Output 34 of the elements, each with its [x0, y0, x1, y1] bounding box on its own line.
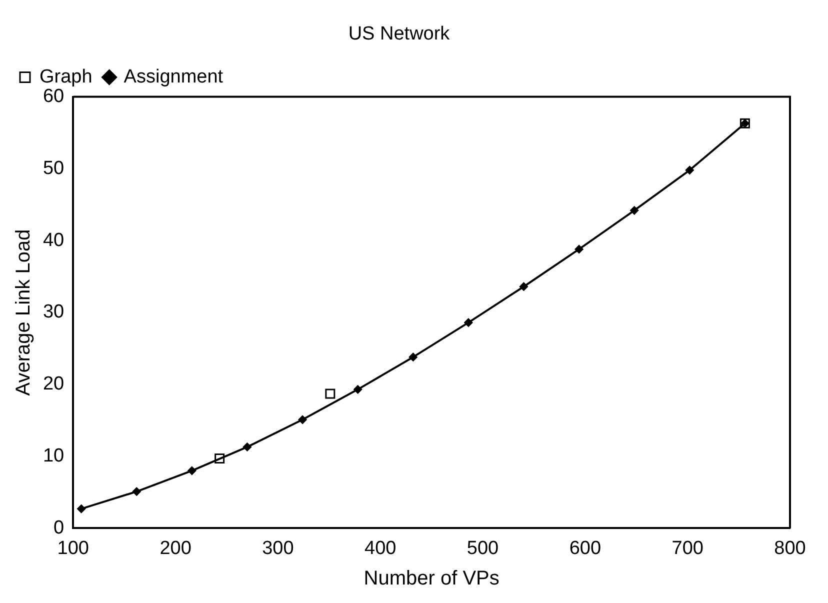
x-tick-label: 700 [672, 538, 704, 559]
y-tick-label: 50 [42, 158, 64, 179]
y-tick-label: 60 [42, 86, 64, 108]
point [188, 466, 196, 475]
y-tick-label: 40 [42, 230, 64, 251]
x-axis-title: Number of VPs [364, 568, 500, 590]
x-tick-label: 600 [569, 538, 602, 559]
point [77, 504, 86, 514]
chart-title: US Network [348, 24, 450, 45]
y-tick-label: 10 [42, 446, 64, 467]
point [214, 453, 225, 464]
point [325, 388, 336, 399]
point [132, 487, 141, 496]
x-tick-label: 800 [774, 538, 806, 559]
point [298, 415, 307, 424]
y-tick-label: 30 [42, 302, 64, 323]
x-tick-label: 100 [57, 538, 89, 559]
point [242, 442, 252, 452]
x-tick-label: 200 [160, 538, 192, 559]
x-tick-label: 400 [364, 538, 396, 559]
point [408, 352, 418, 362]
point [574, 244, 584, 254]
point [354, 385, 362, 394]
legend-label: Graph [40, 66, 92, 88]
point [630, 206, 639, 215]
y-axis-title: Average Link Load [12, 229, 35, 396]
x-tick-label: 500 [466, 538, 499, 559]
point [464, 318, 473, 327]
x-tick-label: 300 [262, 538, 294, 559]
legend-label: Assignment [124, 66, 224, 88]
y-tick-label: 0 [54, 517, 64, 538]
point [685, 166, 694, 174]
y-tick-label: 20 [42, 374, 64, 395]
point [519, 282, 528, 291]
